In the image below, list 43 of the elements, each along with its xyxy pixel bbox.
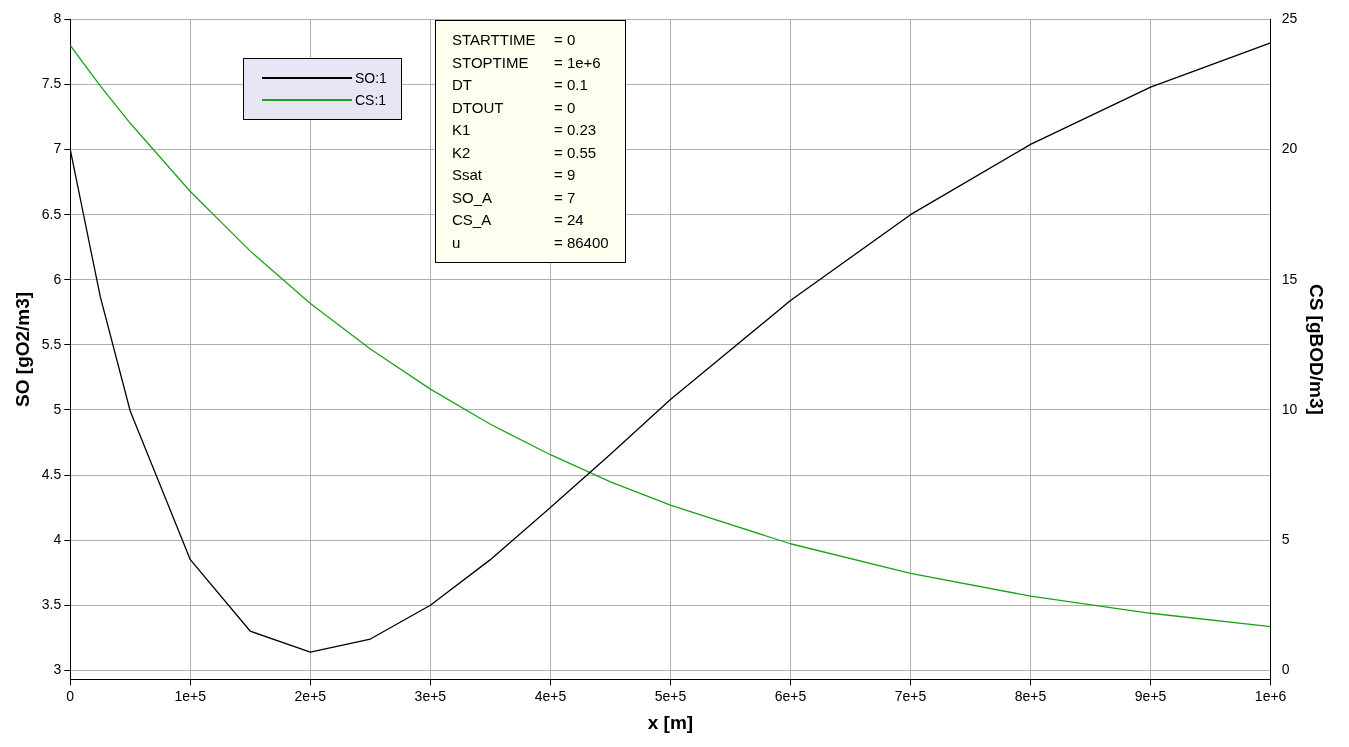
text: u = 86400 — [452, 233, 609, 251]
x-tick-label: 1e+5 — [174, 687, 207, 704]
y2-tick-label: 25 — [1281, 10, 1298, 27]
text: K2 = 0.55 — [452, 143, 597, 161]
legend-label: CS:1 — [355, 91, 387, 110]
x-axis-title: x [m] — [647, 711, 694, 733]
text: SO_A = 7 — [452, 188, 576, 206]
text: CS_A = 24 — [452, 211, 584, 228]
y-tick-label: 6.5 — [41, 205, 62, 222]
y2-tick-label: 5 — [1281, 530, 1290, 547]
y-tick-label: 4.5 — [41, 465, 62, 482]
legend-label: SO:1 — [355, 69, 387, 88]
y-tick-label: 3.5 — [41, 596, 62, 613]
x-tick-label: 7e+5 — [894, 687, 927, 704]
y-tick-label: 3 — [53, 661, 62, 678]
y-tick-label: 7 — [53, 140, 62, 157]
y2-tick-label: 20 — [1281, 140, 1298, 157]
y2-tick-label: 0 — [1281, 661, 1290, 678]
text: STARTTIME = 0 — [452, 31, 576, 48]
y2-tick-label: 10 — [1281, 400, 1298, 417]
text: DTOUT = 0 — [452, 98, 576, 116]
x-tick-label: 9e+5 — [1134, 687, 1167, 704]
y2-axis-title: CS [gBOD/m3] — [1306, 283, 1328, 415]
y-tick-label: 8 — [53, 10, 62, 27]
text: K1 = 0.23 — [452, 121, 597, 138]
x-tick-label: 1e+6 — [1254, 687, 1287, 704]
x-tick-label: 8e+5 — [1014, 687, 1047, 704]
y-tick-label: 7.5 — [41, 75, 62, 92]
y-tick-label: 5 — [53, 400, 62, 417]
y2-tick-label: 15 — [1281, 270, 1298, 287]
y-tick-label: 6 — [53, 270, 62, 287]
x-tick-label: 6e+5 — [774, 687, 807, 704]
text: STOPTIME = 1e+6 — [452, 53, 601, 71]
x-tick-label: 4e+5 — [534, 687, 567, 704]
text: Ssat = 9 — [452, 166, 576, 183]
x-tick-label: 2e+5 — [294, 687, 327, 704]
x-tick-label: 3e+5 — [414, 687, 447, 704]
y-tick-label: 5.5 — [41, 335, 62, 352]
x-tick-label: 5e+5 — [654, 687, 687, 704]
y-axis-title: SO [gO2/m3] — [11, 291, 33, 407]
text: DT = 0.1 — [452, 76, 588, 93]
y-tick-label: 4 — [53, 530, 62, 547]
x-tick-label: 0 — [66, 687, 75, 704]
